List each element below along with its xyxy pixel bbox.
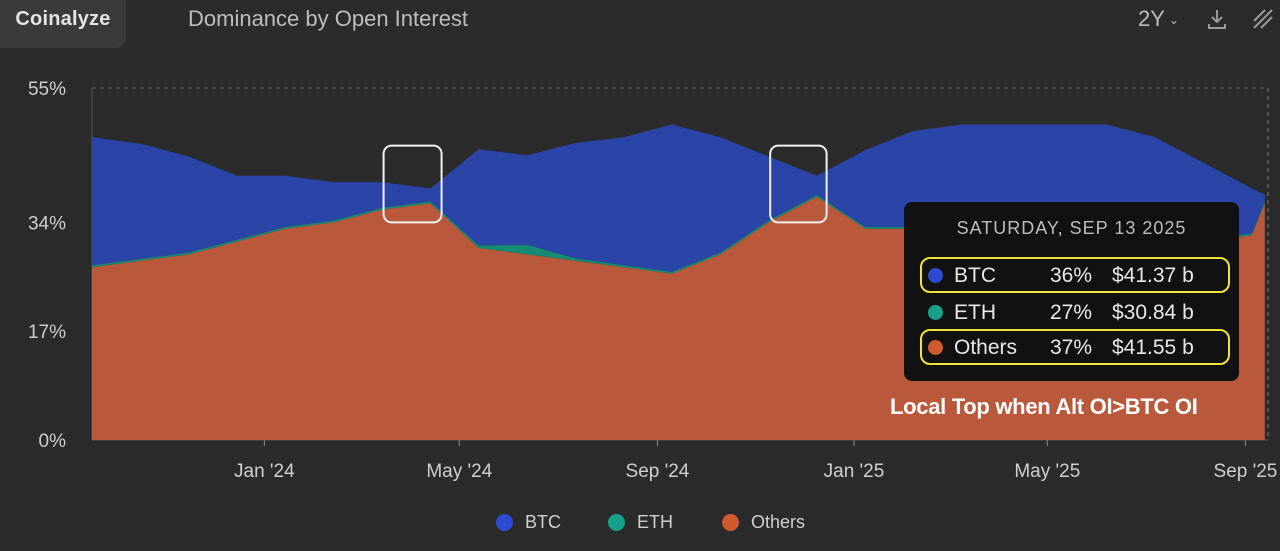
tooltip-value: $30.84 b	[1112, 301, 1194, 324]
legend-label: ETH	[637, 512, 673, 532]
others-dot-icon	[928, 340, 943, 355]
chart-legend: BTC ETH Others	[0, 512, 1280, 540]
chevron-down-icon: ⌄	[1168, 13, 1179, 27]
x-tick-label: May '24	[426, 461, 492, 482]
range-selector[interactable]: 2Y ⌄	[1138, 6, 1179, 32]
expand-icon[interactable]	[1250, 6, 1276, 32]
legend-item-others[interactable]: Others	[722, 512, 805, 533]
highlight-box-2	[769, 144, 828, 224]
tooltip-date: SATURDAY, SEP 13 2025	[956, 218, 1187, 238]
x-tick-label: May '25	[1014, 461, 1080, 482]
legend-label: BTC	[525, 512, 561, 532]
x-axis: Jan '24 May '24 Sep '24 Jan '25 May '25 Sep '…	[234, 440, 1277, 482]
tooltip-name: BTC	[954, 264, 996, 287]
legend-item-eth[interactable]: ETH	[608, 512, 673, 533]
others-dot-icon	[722, 514, 739, 531]
highlight-boxes	[382, 144, 828, 224]
tooltip-value: $41.55 b	[1112, 336, 1194, 359]
y-tick-label: 34%	[28, 213, 66, 234]
x-tick-label: Sep '24	[626, 461, 690, 482]
tooltip-pct: 36%	[1050, 264, 1093, 287]
tooltip-pct: 27%	[1050, 301, 1093, 324]
x-tick-label: Jan '24	[234, 461, 295, 482]
y-tick-label: 0%	[39, 431, 67, 452]
chart-title: Dominance by Open Interest	[188, 6, 469, 31]
tooltip-name: Others	[954, 336, 1018, 359]
highlight-box-1	[382, 144, 443, 224]
y-tick-label: 17%	[28, 322, 66, 343]
y-axis: 55% 34% 17% 0%	[28, 79, 66, 452]
tooltip-value: $41.37 b	[1112, 264, 1194, 287]
y-tick-label: 55%	[28, 79, 66, 100]
tooltip-name: ETH	[954, 301, 996, 324]
eth-dot-icon	[928, 305, 943, 320]
tooltip-row-btc: BTC 36% $41.37 b	[920, 257, 1230, 293]
tooltip-pct: 37%	[1050, 336, 1093, 359]
range-label: 2Y	[1138, 6, 1165, 31]
area-btc	[92, 124, 1265, 272]
hover-tooltip: SATURDAY, SEP 13 2025 BTC 36% $41.37 b E…	[904, 202, 1239, 381]
download-icon[interactable]	[1204, 6, 1230, 32]
eth-dot-icon	[608, 514, 625, 531]
btc-dot-icon	[928, 268, 943, 283]
legend-label: Others	[751, 512, 806, 532]
x-tick-label: Jan '25	[824, 461, 885, 482]
brand-logo[interactable]: Coinalyze	[0, 0, 126, 48]
annotation-text: Local Top when Alt OI>BTC OI	[890, 394, 1198, 419]
tooltip-row-others: Others 37% $41.55 b	[920, 329, 1230, 365]
tooltip-row-eth: ETH 27% $30.84 b	[920, 294, 1230, 330]
header: Coinalyze Dominance by Open Interest 2Y …	[0, 0, 1280, 48]
x-tick-label: Sep '25	[1214, 461, 1278, 482]
legend-item-btc[interactable]: BTC	[496, 512, 561, 533]
btc-dot-icon	[496, 514, 513, 531]
